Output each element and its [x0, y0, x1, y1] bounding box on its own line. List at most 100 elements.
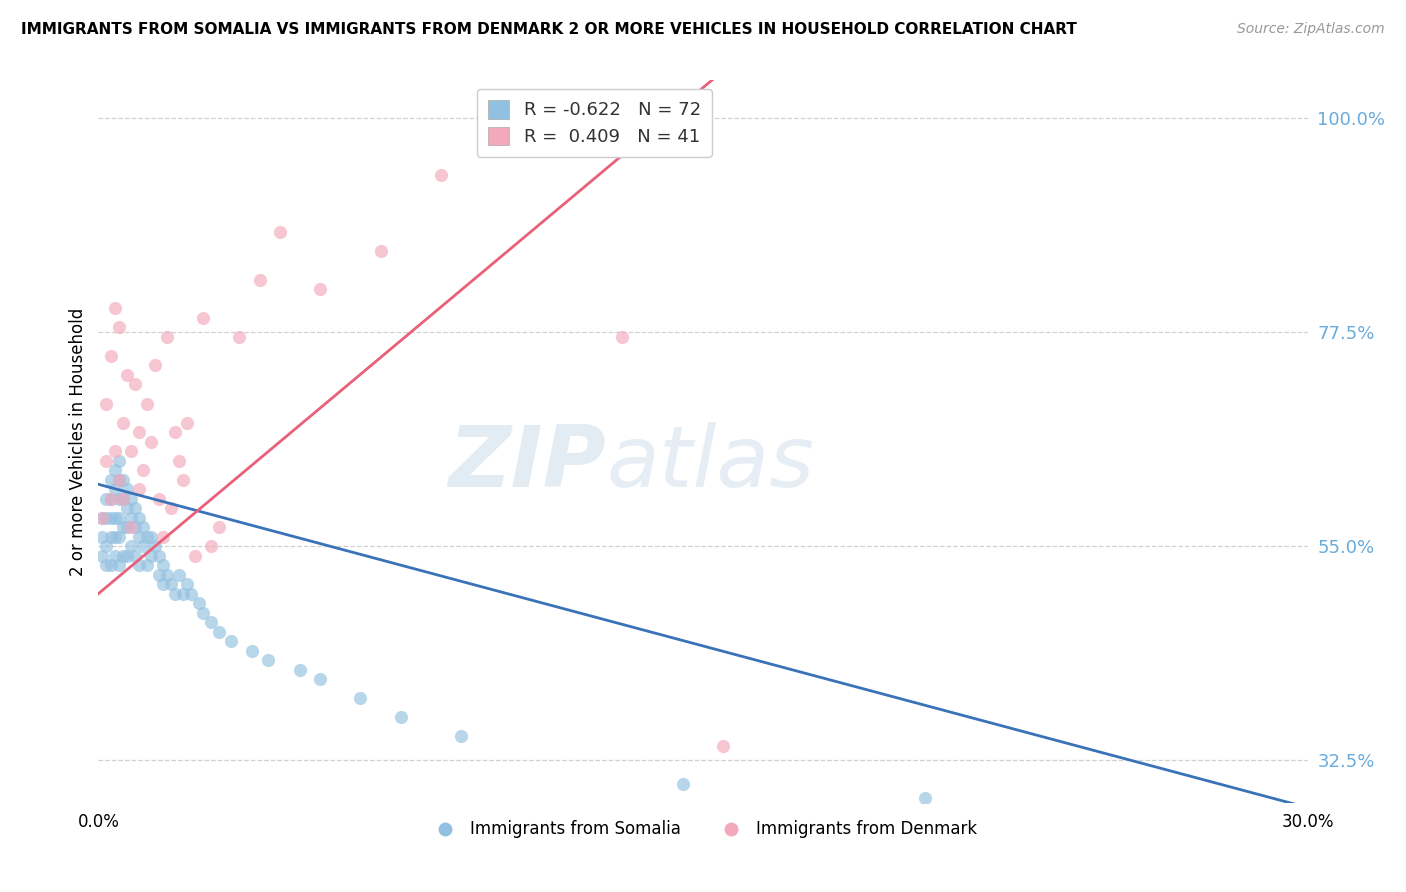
Point — [208, 624, 231, 639]
Point — [103, 444, 125, 458]
Point — [135, 396, 157, 410]
Point — [103, 530, 125, 544]
Point — [370, 244, 392, 259]
Point — [160, 577, 183, 591]
Point — [103, 549, 125, 563]
Point — [100, 530, 122, 544]
Point — [120, 491, 142, 506]
Point — [96, 510, 118, 524]
Point — [128, 510, 150, 524]
Point — [103, 482, 125, 496]
Point — [193, 310, 215, 325]
Point — [91, 510, 114, 524]
Point — [200, 615, 222, 630]
Point — [148, 549, 170, 563]
Point — [107, 530, 129, 544]
Point — [111, 416, 134, 430]
Point — [143, 359, 166, 373]
Text: atlas: atlas — [606, 422, 814, 505]
Point — [612, 330, 634, 344]
Point — [184, 549, 207, 563]
Point — [309, 282, 332, 296]
Point — [176, 416, 198, 430]
Point — [152, 577, 174, 591]
Point — [132, 539, 155, 553]
Point — [128, 558, 150, 573]
Point — [111, 549, 134, 563]
Point — [914, 791, 936, 805]
Point — [288, 663, 311, 677]
Point — [135, 558, 157, 573]
Point — [269, 226, 291, 240]
Point — [221, 634, 243, 648]
Point — [124, 549, 146, 563]
Point — [100, 473, 122, 487]
Point — [96, 539, 118, 553]
Point — [349, 691, 371, 706]
Point — [152, 558, 174, 573]
Point — [91, 510, 114, 524]
Point — [103, 301, 125, 316]
Point — [148, 567, 170, 582]
Point — [188, 596, 211, 610]
Point — [143, 539, 166, 553]
Point — [111, 491, 134, 506]
Text: Source: ZipAtlas.com: Source: ZipAtlas.com — [1237, 22, 1385, 37]
Point — [160, 501, 183, 516]
Point — [107, 510, 129, 524]
Point — [91, 549, 114, 563]
Text: ZIP: ZIP — [449, 422, 606, 505]
Point — [128, 530, 150, 544]
Point — [91, 530, 114, 544]
Point — [135, 530, 157, 544]
Point — [152, 530, 174, 544]
Point — [128, 425, 150, 439]
Point — [120, 444, 142, 458]
Point — [107, 491, 129, 506]
Y-axis label: 2 or more Vehicles in Household: 2 or more Vehicles in Household — [69, 308, 87, 575]
Point — [124, 501, 146, 516]
Point — [139, 549, 162, 563]
Text: IMMIGRANTS FROM SOMALIA VS IMMIGRANTS FROM DENMARK 2 OR MORE VEHICLES IN HOUSEHO: IMMIGRANTS FROM SOMALIA VS IMMIGRANTS FR… — [21, 22, 1077, 37]
Point — [120, 539, 142, 553]
Point — [111, 473, 134, 487]
Point — [103, 510, 125, 524]
Point — [115, 501, 138, 516]
Point — [139, 530, 162, 544]
Point — [100, 491, 122, 506]
Point — [200, 539, 222, 553]
Point — [120, 510, 142, 524]
Point — [115, 549, 138, 563]
Point — [156, 567, 179, 582]
Point — [132, 520, 155, 534]
Point — [100, 510, 122, 524]
Point — [176, 577, 198, 591]
Point — [111, 491, 134, 506]
Point — [107, 453, 129, 467]
Point — [249, 273, 271, 287]
Point — [148, 491, 170, 506]
Point — [107, 473, 129, 487]
Point — [107, 558, 129, 573]
Point — [96, 558, 118, 573]
Point — [711, 739, 734, 753]
Point — [96, 453, 118, 467]
Point — [163, 425, 186, 439]
Point — [167, 567, 190, 582]
Point — [115, 482, 138, 496]
Point — [96, 491, 118, 506]
Point — [107, 320, 129, 334]
Point — [180, 587, 202, 601]
Point — [256, 653, 278, 667]
Point — [163, 587, 186, 601]
Point — [96, 396, 118, 410]
Point — [172, 587, 194, 601]
Point — [450, 729, 472, 743]
Point — [107, 473, 129, 487]
Point — [389, 710, 412, 724]
Point — [100, 558, 122, 573]
Point — [115, 520, 138, 534]
Point — [672, 777, 695, 791]
Point — [124, 520, 146, 534]
Point — [100, 491, 122, 506]
